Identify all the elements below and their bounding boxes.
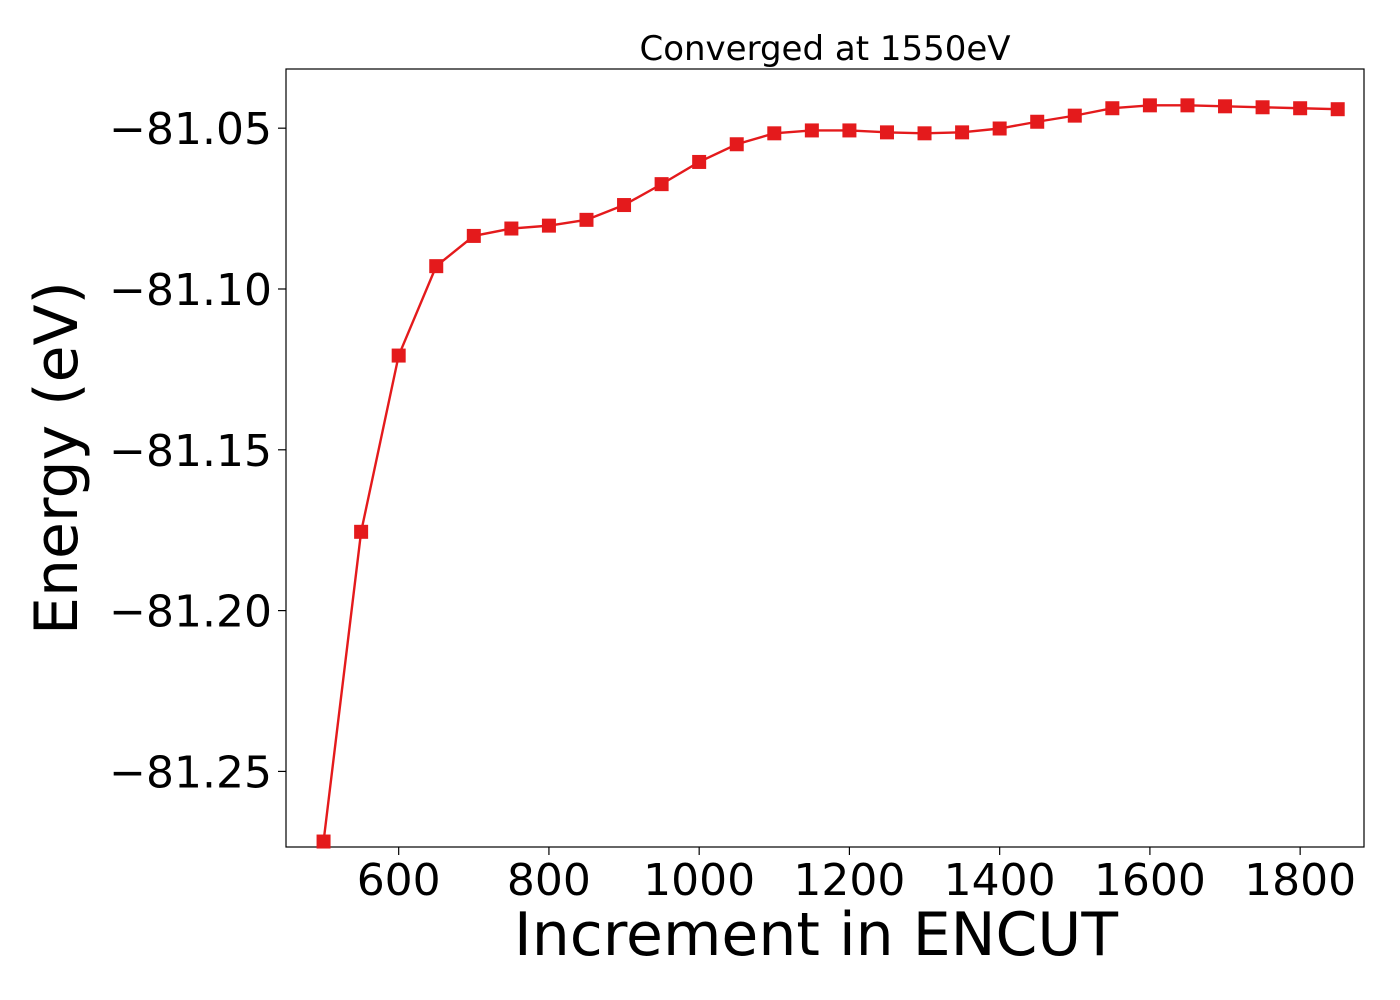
- data-point-marker: [1105, 101, 1120, 116]
- y-tick-label: −81.25: [109, 747, 272, 798]
- y-axis-label: Energy (eV): [22, 281, 92, 635]
- data-point-marker: [1067, 108, 1082, 123]
- x-tick-label: 1400: [944, 855, 1056, 906]
- y-axis-ticks: −81.25 −81.20 −81.15 −81.10 −81.05: [109, 104, 286, 798]
- x-tick-label: 1600: [1094, 855, 1206, 906]
- data-point-marker: [429, 259, 444, 274]
- y-tick-label: −81.10: [109, 265, 272, 316]
- data-point-marker: [579, 212, 594, 227]
- data-point-marker: [879, 125, 894, 140]
- series-layer: [316, 98, 1345, 849]
- x-tick-label: 800: [507, 855, 591, 906]
- data-point-marker: [1330, 102, 1345, 117]
- x-tick-label: 1800: [1244, 855, 1356, 906]
- chart-title: Converged at 1550eV: [639, 29, 1010, 69]
- y-tick-label: −81.15: [109, 426, 272, 477]
- data-point-marker: [729, 137, 744, 152]
- data-point-marker: [1218, 99, 1233, 114]
- data-point-marker: [1255, 100, 1270, 115]
- y-tick-label: −81.05: [109, 104, 272, 155]
- data-point-marker: [1142, 98, 1157, 113]
- data-point-marker: [1293, 101, 1308, 116]
- data-point-marker: [992, 121, 1007, 136]
- y-tick-label: −81.20: [109, 587, 272, 638]
- series-line: [322, 104, 1338, 842]
- data-point-marker: [692, 154, 707, 169]
- data-point-marker: [617, 198, 632, 213]
- data-point-marker: [955, 125, 970, 140]
- data-point-marker: [804, 123, 819, 138]
- data-point-marker: [842, 123, 857, 138]
- data-point-marker: [1030, 114, 1045, 129]
- x-axis-label: Increment in ENCUT: [514, 900, 1118, 970]
- data-point-marker: [541, 218, 556, 233]
- data-point-marker: [391, 348, 406, 363]
- data-point-marker: [466, 228, 481, 243]
- data-point-marker: [654, 177, 669, 192]
- x-tick-label: 1000: [643, 855, 755, 906]
- data-point-marker: [354, 524, 369, 539]
- x-axis-ticks: 600 800 1000 1200 1400 1600 1800: [357, 847, 1356, 906]
- plot-area-frame: [285, 68, 1365, 848]
- data-point-marker: [767, 126, 782, 141]
- data-point-marker: [917, 126, 932, 141]
- x-tick-label: 600: [357, 855, 441, 906]
- x-tick-label: 1200: [793, 855, 905, 906]
- data-point-marker: [1180, 98, 1195, 113]
- data-point-marker: [504, 221, 519, 236]
- data-point-marker: [316, 834, 331, 849]
